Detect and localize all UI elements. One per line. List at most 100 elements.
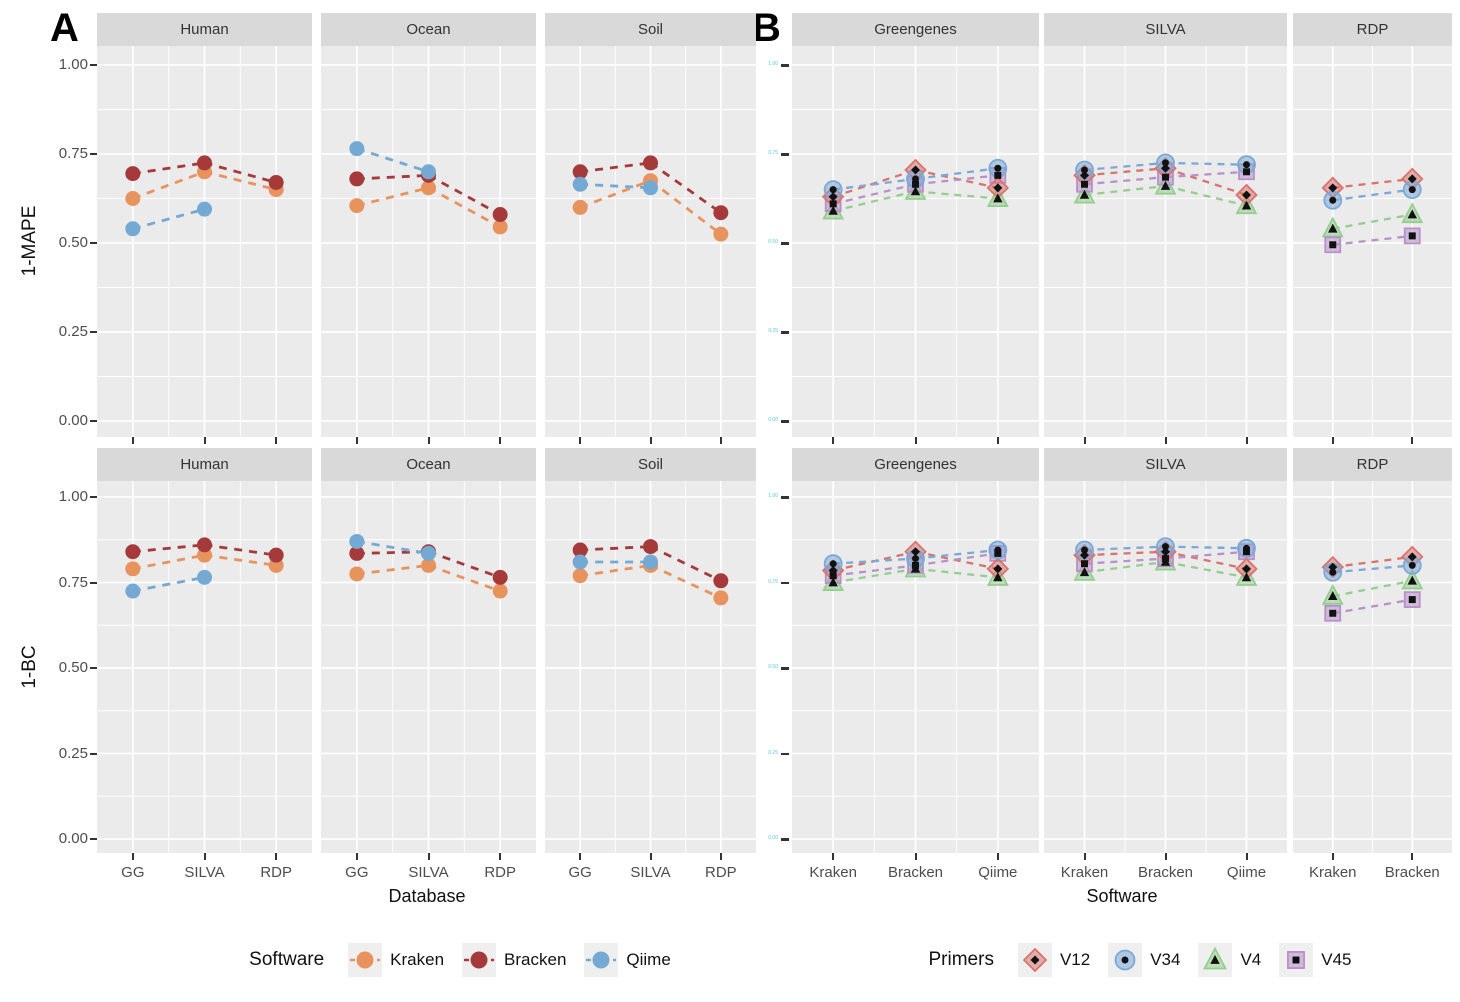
y-tick-mark xyxy=(90,752,97,755)
x-tick-label: GG xyxy=(568,864,592,881)
x-tick-mark xyxy=(275,853,278,860)
y-tick-mark xyxy=(781,581,789,584)
data-point xyxy=(1243,544,1250,552)
data-point xyxy=(421,557,436,573)
plot-panel-b-1-mape-greengenes xyxy=(792,46,1039,437)
legend-key-qiime xyxy=(584,943,619,977)
data-point xyxy=(492,219,508,235)
x-tick-mark xyxy=(355,853,358,860)
data-point xyxy=(572,199,588,215)
y-tick-label-tiny: 0.00 xyxy=(768,417,778,423)
data-point xyxy=(911,165,920,175)
facet-strip-label: Ocean xyxy=(406,456,451,473)
data-point xyxy=(572,164,588,180)
legend-key-bracken xyxy=(462,943,497,977)
data-point xyxy=(713,590,729,606)
x-tick-label: SILVA xyxy=(630,864,671,881)
data-point xyxy=(125,221,141,237)
data-point xyxy=(268,557,284,573)
data-point xyxy=(1081,180,1088,188)
y-tick-label-tiny: 1.00 xyxy=(768,61,778,67)
data-point xyxy=(1079,567,1090,577)
legend-item-label: Bracken xyxy=(504,950,567,969)
x-tick-mark xyxy=(579,853,582,860)
data-point xyxy=(1121,956,1129,964)
x-tick-mark xyxy=(1245,437,1248,444)
y-tick-label: 0.50 xyxy=(58,659,88,676)
data-point xyxy=(713,573,729,589)
data-point xyxy=(1162,543,1169,551)
data-point xyxy=(1407,209,1417,219)
data-point xyxy=(1329,241,1337,249)
legend-key-v12 xyxy=(1017,943,1052,977)
x-tick-label: Kraken xyxy=(1308,864,1357,881)
facet-strip-label: RDP xyxy=(1356,21,1389,38)
x-tick-mark xyxy=(719,437,722,444)
legend-key-kraken xyxy=(348,943,383,977)
plot-panel-b-1-bc-greengenes xyxy=(792,481,1039,853)
data-point xyxy=(1210,954,1221,964)
data-point xyxy=(125,544,141,560)
data-point xyxy=(1162,555,1169,563)
y-tick-mark xyxy=(90,581,97,584)
qiime-marker-icon xyxy=(586,951,617,969)
y-tick-mark xyxy=(781,496,789,499)
data-point xyxy=(643,554,658,570)
data-point xyxy=(492,569,508,585)
data-point xyxy=(911,547,920,557)
y-tick-label-tiny: 0.75 xyxy=(768,578,778,585)
data-point xyxy=(1408,561,1416,569)
x-tick-mark xyxy=(1245,853,1248,860)
x-tick-mark xyxy=(1331,853,1334,860)
facet-strip-ocean: Ocean xyxy=(321,448,536,481)
data-point xyxy=(1080,550,1089,560)
data-point xyxy=(912,555,919,563)
facet-strip-greengenes: Greengenes xyxy=(792,13,1039,46)
data-point xyxy=(994,171,1002,179)
panel-b-label: B xyxy=(752,6,781,50)
data-point xyxy=(912,561,919,569)
data-point xyxy=(1241,200,1252,210)
facet-strip-label: SILVA xyxy=(1145,21,1186,38)
y-tick-mark xyxy=(90,667,97,669)
plot-panel-a-1-mape-soil xyxy=(545,46,756,437)
plot-panel-a-1-bc-soil xyxy=(545,481,756,853)
plot-panel-a-1-bc-human xyxy=(97,481,312,853)
facet-strip-label: Greengenes xyxy=(874,456,957,473)
x-tick-mark xyxy=(1164,853,1167,860)
data-point xyxy=(1407,552,1417,562)
y-tick-mark xyxy=(90,64,97,66)
data-point xyxy=(829,186,837,194)
x-tick-mark xyxy=(427,437,430,444)
y-tick-mark xyxy=(781,420,789,423)
y-axis-title-1bc: 1-BC xyxy=(19,645,40,689)
y-tick-mark xyxy=(781,64,789,67)
data-point xyxy=(1243,161,1250,169)
data-point xyxy=(829,572,837,580)
legend-item-label: Qiime xyxy=(626,950,671,969)
legend-primers-title: Primers xyxy=(928,949,994,970)
data-point xyxy=(1162,159,1169,167)
data-point xyxy=(268,174,284,190)
x-tick-label: Qiime xyxy=(978,864,1018,881)
x-tick-mark xyxy=(649,853,652,860)
legend-item-bracken: Bracken xyxy=(462,943,566,977)
v45-marker-icon xyxy=(1287,951,1306,969)
facet-strip-label: Human xyxy=(180,21,229,38)
facet-strip-human: Human xyxy=(97,13,312,46)
y-tick-label: 0.00 xyxy=(58,412,88,429)
y-tick-mark xyxy=(90,838,97,840)
x-tick-mark xyxy=(427,853,430,860)
x-tick-mark xyxy=(1164,437,1167,444)
data-point xyxy=(1081,546,1088,554)
data-point xyxy=(828,205,838,215)
data-point xyxy=(1160,180,1171,190)
data-point xyxy=(1162,173,1169,181)
x-tick-mark xyxy=(131,853,134,860)
data-point xyxy=(993,564,1003,574)
x-tick-label: GG xyxy=(345,864,369,881)
y-tick-label-tiny: 0.25 xyxy=(768,749,778,756)
data-point xyxy=(994,164,1002,172)
facet-strip-greengenes: Greengenes xyxy=(792,448,1039,481)
x-axis-title-software: Software xyxy=(1086,886,1158,906)
